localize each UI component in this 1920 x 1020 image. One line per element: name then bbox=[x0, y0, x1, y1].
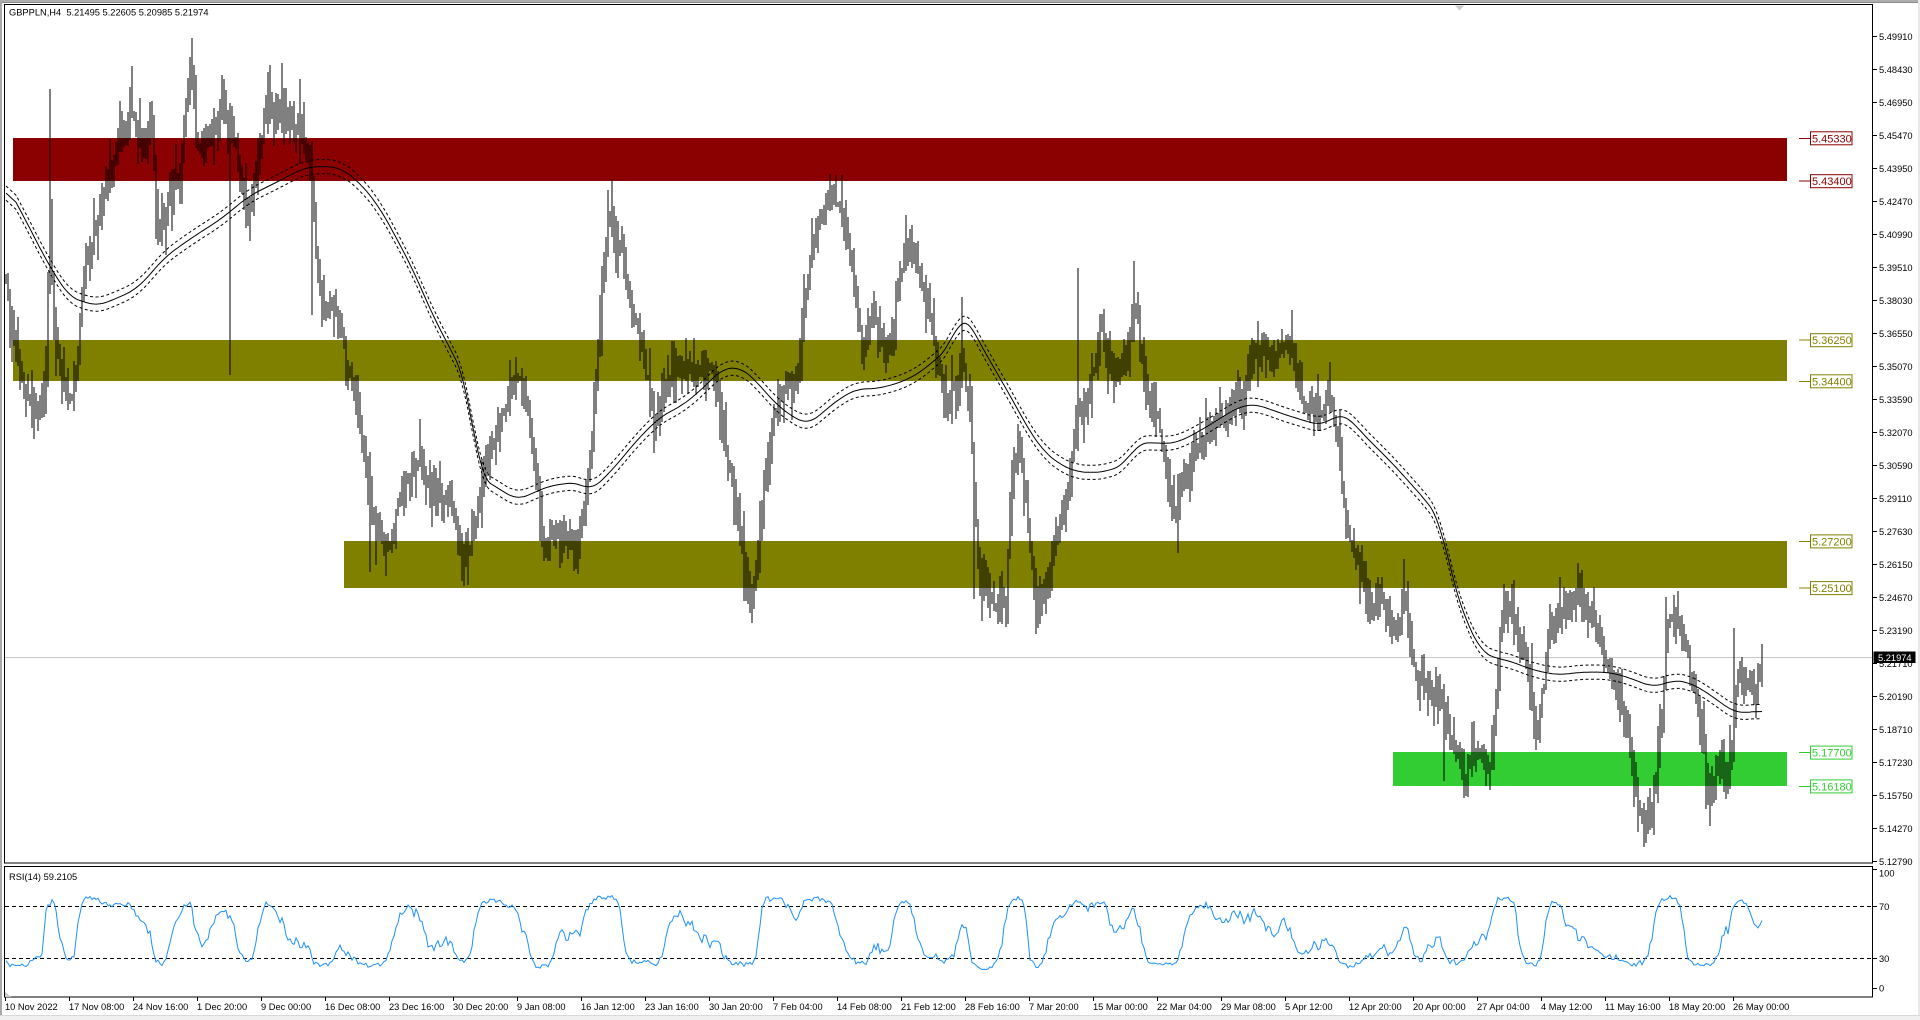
svg-text:5.21974: 5.21974 bbox=[1878, 653, 1912, 663]
svg-text:5.36550: 5.36550 bbox=[1879, 329, 1913, 339]
svg-text:29 Mar 08:00: 29 Mar 08:00 bbox=[1221, 1002, 1276, 1012]
svg-text:70: 70 bbox=[1879, 902, 1889, 912]
svg-text:16 Dec 08:00: 16 Dec 08:00 bbox=[325, 1002, 380, 1012]
svg-text:12 Apr 20:00: 12 Apr 20:00 bbox=[1349, 1002, 1402, 1012]
svg-text:7 Feb 04:00: 7 Feb 04:00 bbox=[773, 1002, 823, 1012]
svg-text:9 Jan 08:00: 9 Jan 08:00 bbox=[517, 1002, 566, 1012]
svg-text:5.14270: 5.14270 bbox=[1879, 824, 1913, 834]
svg-text:5.24670: 5.24670 bbox=[1879, 593, 1913, 603]
svg-text:5.27200: 5.27200 bbox=[1812, 536, 1852, 548]
svg-text:14 Feb 08:00: 14 Feb 08:00 bbox=[837, 1002, 892, 1012]
svg-text:RSI(14) 59.2105: RSI(14) 59.2105 bbox=[9, 872, 77, 882]
svg-text:5.12790: 5.12790 bbox=[1879, 857, 1913, 867]
svg-text:5.39510: 5.39510 bbox=[1879, 263, 1913, 273]
svg-text:5.45330: 5.45330 bbox=[1812, 133, 1852, 145]
svg-text:5.49910: 5.49910 bbox=[1879, 32, 1913, 42]
svg-text:26 May 00:00: 26 May 00:00 bbox=[1733, 1002, 1789, 1012]
svg-text:30: 30 bbox=[1879, 954, 1889, 964]
svg-text:5.16180: 5.16180 bbox=[1812, 781, 1852, 793]
svg-text:5.46950: 5.46950 bbox=[1879, 98, 1913, 108]
svg-text:5.17700: 5.17700 bbox=[1812, 748, 1852, 760]
svg-text:5.15750: 5.15750 bbox=[1879, 791, 1913, 801]
svg-text:20 Apr 00:00: 20 Apr 00:00 bbox=[1413, 1002, 1466, 1012]
svg-text:4 May 12:00: 4 May 12:00 bbox=[1541, 1002, 1592, 1012]
svg-text:5.45470: 5.45470 bbox=[1879, 131, 1913, 141]
svg-text:5.43950: 5.43950 bbox=[1879, 164, 1913, 174]
svg-text:22 Mar 04:00: 22 Mar 04:00 bbox=[1157, 1002, 1212, 1012]
svg-text:11 May 16:00: 11 May 16:00 bbox=[1605, 1002, 1661, 1012]
svg-text:5.27630: 5.27630 bbox=[1879, 527, 1913, 537]
svg-text:30 Jan 20:00: 30 Jan 20:00 bbox=[709, 1002, 763, 1012]
svg-text:7 Mar 20:00: 7 Mar 20:00 bbox=[1029, 1002, 1079, 1012]
svg-text:5.30590: 5.30590 bbox=[1879, 461, 1913, 471]
svg-text:24 Nov 16:00: 24 Nov 16:00 bbox=[133, 1002, 188, 1012]
svg-text:100: 100 bbox=[1879, 869, 1895, 879]
svg-text:GBPPLN,H4 5.21495 5.22605 5.2: GBPPLN,H4 5.21495 5.22605 5.20985 5.2197… bbox=[9, 8, 209, 18]
svg-text:5.32070: 5.32070 bbox=[1879, 428, 1913, 438]
svg-text:5.35070: 5.35070 bbox=[1879, 362, 1913, 372]
svg-text:5.48430: 5.48430 bbox=[1879, 65, 1913, 75]
svg-text:21 Feb 12:00: 21 Feb 12:00 bbox=[901, 1002, 956, 1012]
svg-text:5.25100: 5.25100 bbox=[1812, 583, 1852, 595]
svg-text:23 Jan 16:00: 23 Jan 16:00 bbox=[645, 1002, 699, 1012]
svg-text:18 May 20:00: 18 May 20:00 bbox=[1669, 1002, 1725, 1012]
svg-text:5.43400: 5.43400 bbox=[1812, 176, 1852, 188]
svg-text:5.36250: 5.36250 bbox=[1812, 335, 1852, 347]
svg-text:5.38030: 5.38030 bbox=[1879, 296, 1913, 306]
svg-text:0: 0 bbox=[1879, 983, 1884, 993]
svg-text:23 Dec 16:00: 23 Dec 16:00 bbox=[389, 1002, 444, 1012]
svg-text:17 Nov 08:00: 17 Nov 08:00 bbox=[69, 1002, 124, 1012]
svg-text:5.40990: 5.40990 bbox=[1879, 230, 1913, 240]
svg-text:5.17230: 5.17230 bbox=[1879, 758, 1913, 768]
svg-text:5.42470: 5.42470 bbox=[1879, 197, 1913, 207]
svg-text:30 Dec 20:00: 30 Dec 20:00 bbox=[453, 1002, 508, 1012]
svg-text:5.33590: 5.33590 bbox=[1879, 395, 1913, 405]
svg-text:16 Jan 12:00: 16 Jan 12:00 bbox=[581, 1002, 635, 1012]
svg-text:5.29110: 5.29110 bbox=[1879, 494, 1912, 504]
svg-text:10 Nov 2022: 10 Nov 2022 bbox=[5, 1002, 58, 1012]
svg-text:5.34400: 5.34400 bbox=[1812, 376, 1852, 388]
svg-text:27 Apr 04:00: 27 Apr 04:00 bbox=[1477, 1002, 1530, 1012]
svg-text:1 Dec 20:00: 1 Dec 20:00 bbox=[197, 1002, 247, 1012]
svg-text:5.26150: 5.26150 bbox=[1879, 560, 1913, 570]
svg-text:5.18710: 5.18710 bbox=[1879, 725, 1913, 735]
svg-text:5.23190: 5.23190 bbox=[1879, 626, 1913, 636]
svg-text:5.21710: 5.21710 bbox=[1879, 659, 1913, 669]
svg-text:5.20190: 5.20190 bbox=[1879, 692, 1913, 702]
svg-text:28 Feb 16:00: 28 Feb 16:00 bbox=[965, 1002, 1020, 1012]
svg-text:15 Mar 00:00: 15 Mar 00:00 bbox=[1093, 1002, 1148, 1012]
svg-text:5 Apr 12:00: 5 Apr 12:00 bbox=[1285, 1002, 1333, 1012]
svg-text:9 Dec 00:00: 9 Dec 00:00 bbox=[261, 1002, 311, 1012]
